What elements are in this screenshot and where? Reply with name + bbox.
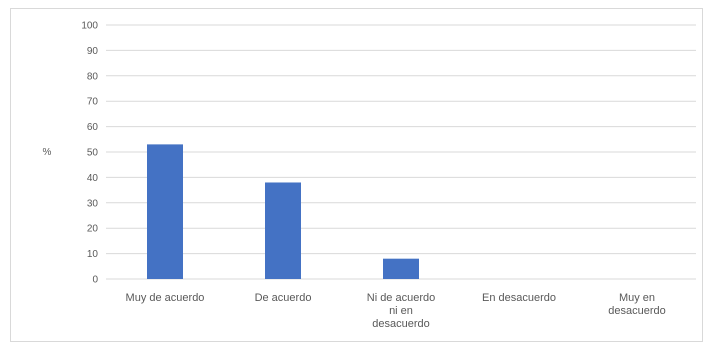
bars <box>147 144 419 279</box>
x-category-label: De acuerdo <box>255 292 312 304</box>
x-category-label: En desacuerdo <box>482 292 556 304</box>
y-axis-label: % <box>43 147 52 158</box>
y-tick-label: 50 <box>87 148 99 159</box>
y-tick-label: 90 <box>87 46 99 57</box>
y-tick-label: 60 <box>87 122 99 133</box>
x-category-label: Ni de acuerdo ni en desacuerdo <box>367 292 436 330</box>
x-category-label: Muy de acuerdo <box>126 292 205 304</box>
y-tick-label: 10 <box>87 249 99 260</box>
y-tick-label: 70 <box>87 97 99 108</box>
bar-2 <box>383 258 419 279</box>
y-tick-label: 0 <box>92 275 98 286</box>
y-tick-label: 20 <box>87 224 99 235</box>
chart-frame: 0 10 20 30 40 50 60 70 80 90 100 Muy de acuerdo De … <box>10 8 703 342</box>
y-tick-label: 80 <box>87 71 99 82</box>
x-category-label: Muy en desacuerdo <box>608 292 666 317</box>
bar-1 <box>265 182 301 279</box>
gridlines <box>106 24 696 280</box>
y-axis-ticks: 0 10 20 30 40 50 60 70 80 90 100 <box>81 21 98 286</box>
y-tick-label: 40 <box>87 173 99 184</box>
bar-chart: 0 10 20 30 40 50 60 70 80 90 100 Muy de acuerdo De … <box>43 21 696 330</box>
bar-0 <box>147 144 183 279</box>
x-axis-labels: Muy de acuerdo De acuerdo Ni de acuerdo ni … <box>126 292 666 330</box>
y-tick-label: 30 <box>87 198 99 209</box>
y-tick-label: 100 <box>81 21 98 32</box>
